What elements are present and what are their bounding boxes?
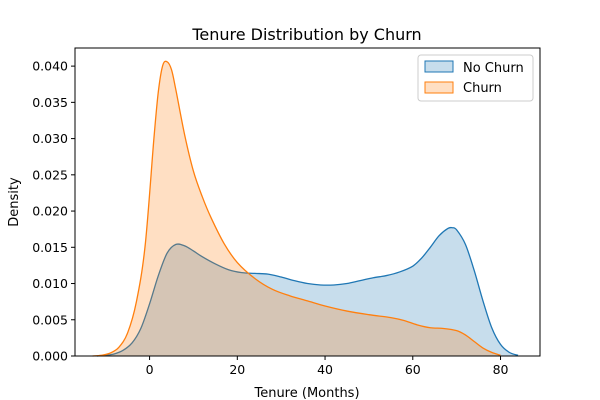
density-area-churn [92,61,501,357]
x-tick-label: 80 [493,362,509,377]
legend-swatch-no-churn [424,60,454,73]
x-axis-label: Tenure (Months) [253,386,359,400]
x-tick-label: 0 [146,362,154,377]
y-tick-label: 0.035 [32,95,68,110]
density-line-no-churn [96,226,519,357]
x-tick-label: 60 [405,362,421,377]
y-tick-label: 0.015 [32,240,68,255]
y-tick-label: 0.010 [32,276,68,291]
x-tick-label: 20 [229,362,245,377]
y-tick-label: 0.025 [32,167,68,182]
chart-title: Tenure Distribution by Churn [191,25,421,44]
legend-swatch-churn [424,81,454,94]
density-line-churn [92,60,501,357]
plot-area [92,60,519,357]
legend-label-no-churn: No Churn [463,61,524,76]
legend-label-churn: Churn [463,81,502,96]
y-tick-label: 0.030 [32,131,68,146]
y-axis-label: Density [7,177,22,227]
x-tick-label: 40 [317,362,333,377]
plot-frame [74,47,541,357]
legend-frame [417,54,534,102]
y-axis: 0.000 0.005 0.010 0.015 0.020 0.025 0.030 0.035… [32,59,75,364]
y-tick-label: 0.040 [32,59,68,74]
y-tick-label: 0.005 [32,312,68,327]
y-tick-label: 0.000 [32,349,68,364]
x-axis: 0 20 40 60 80 [146,356,509,377]
legend: No Churn Churn [417,54,534,102]
y-tick-label: 0.020 [32,204,68,219]
